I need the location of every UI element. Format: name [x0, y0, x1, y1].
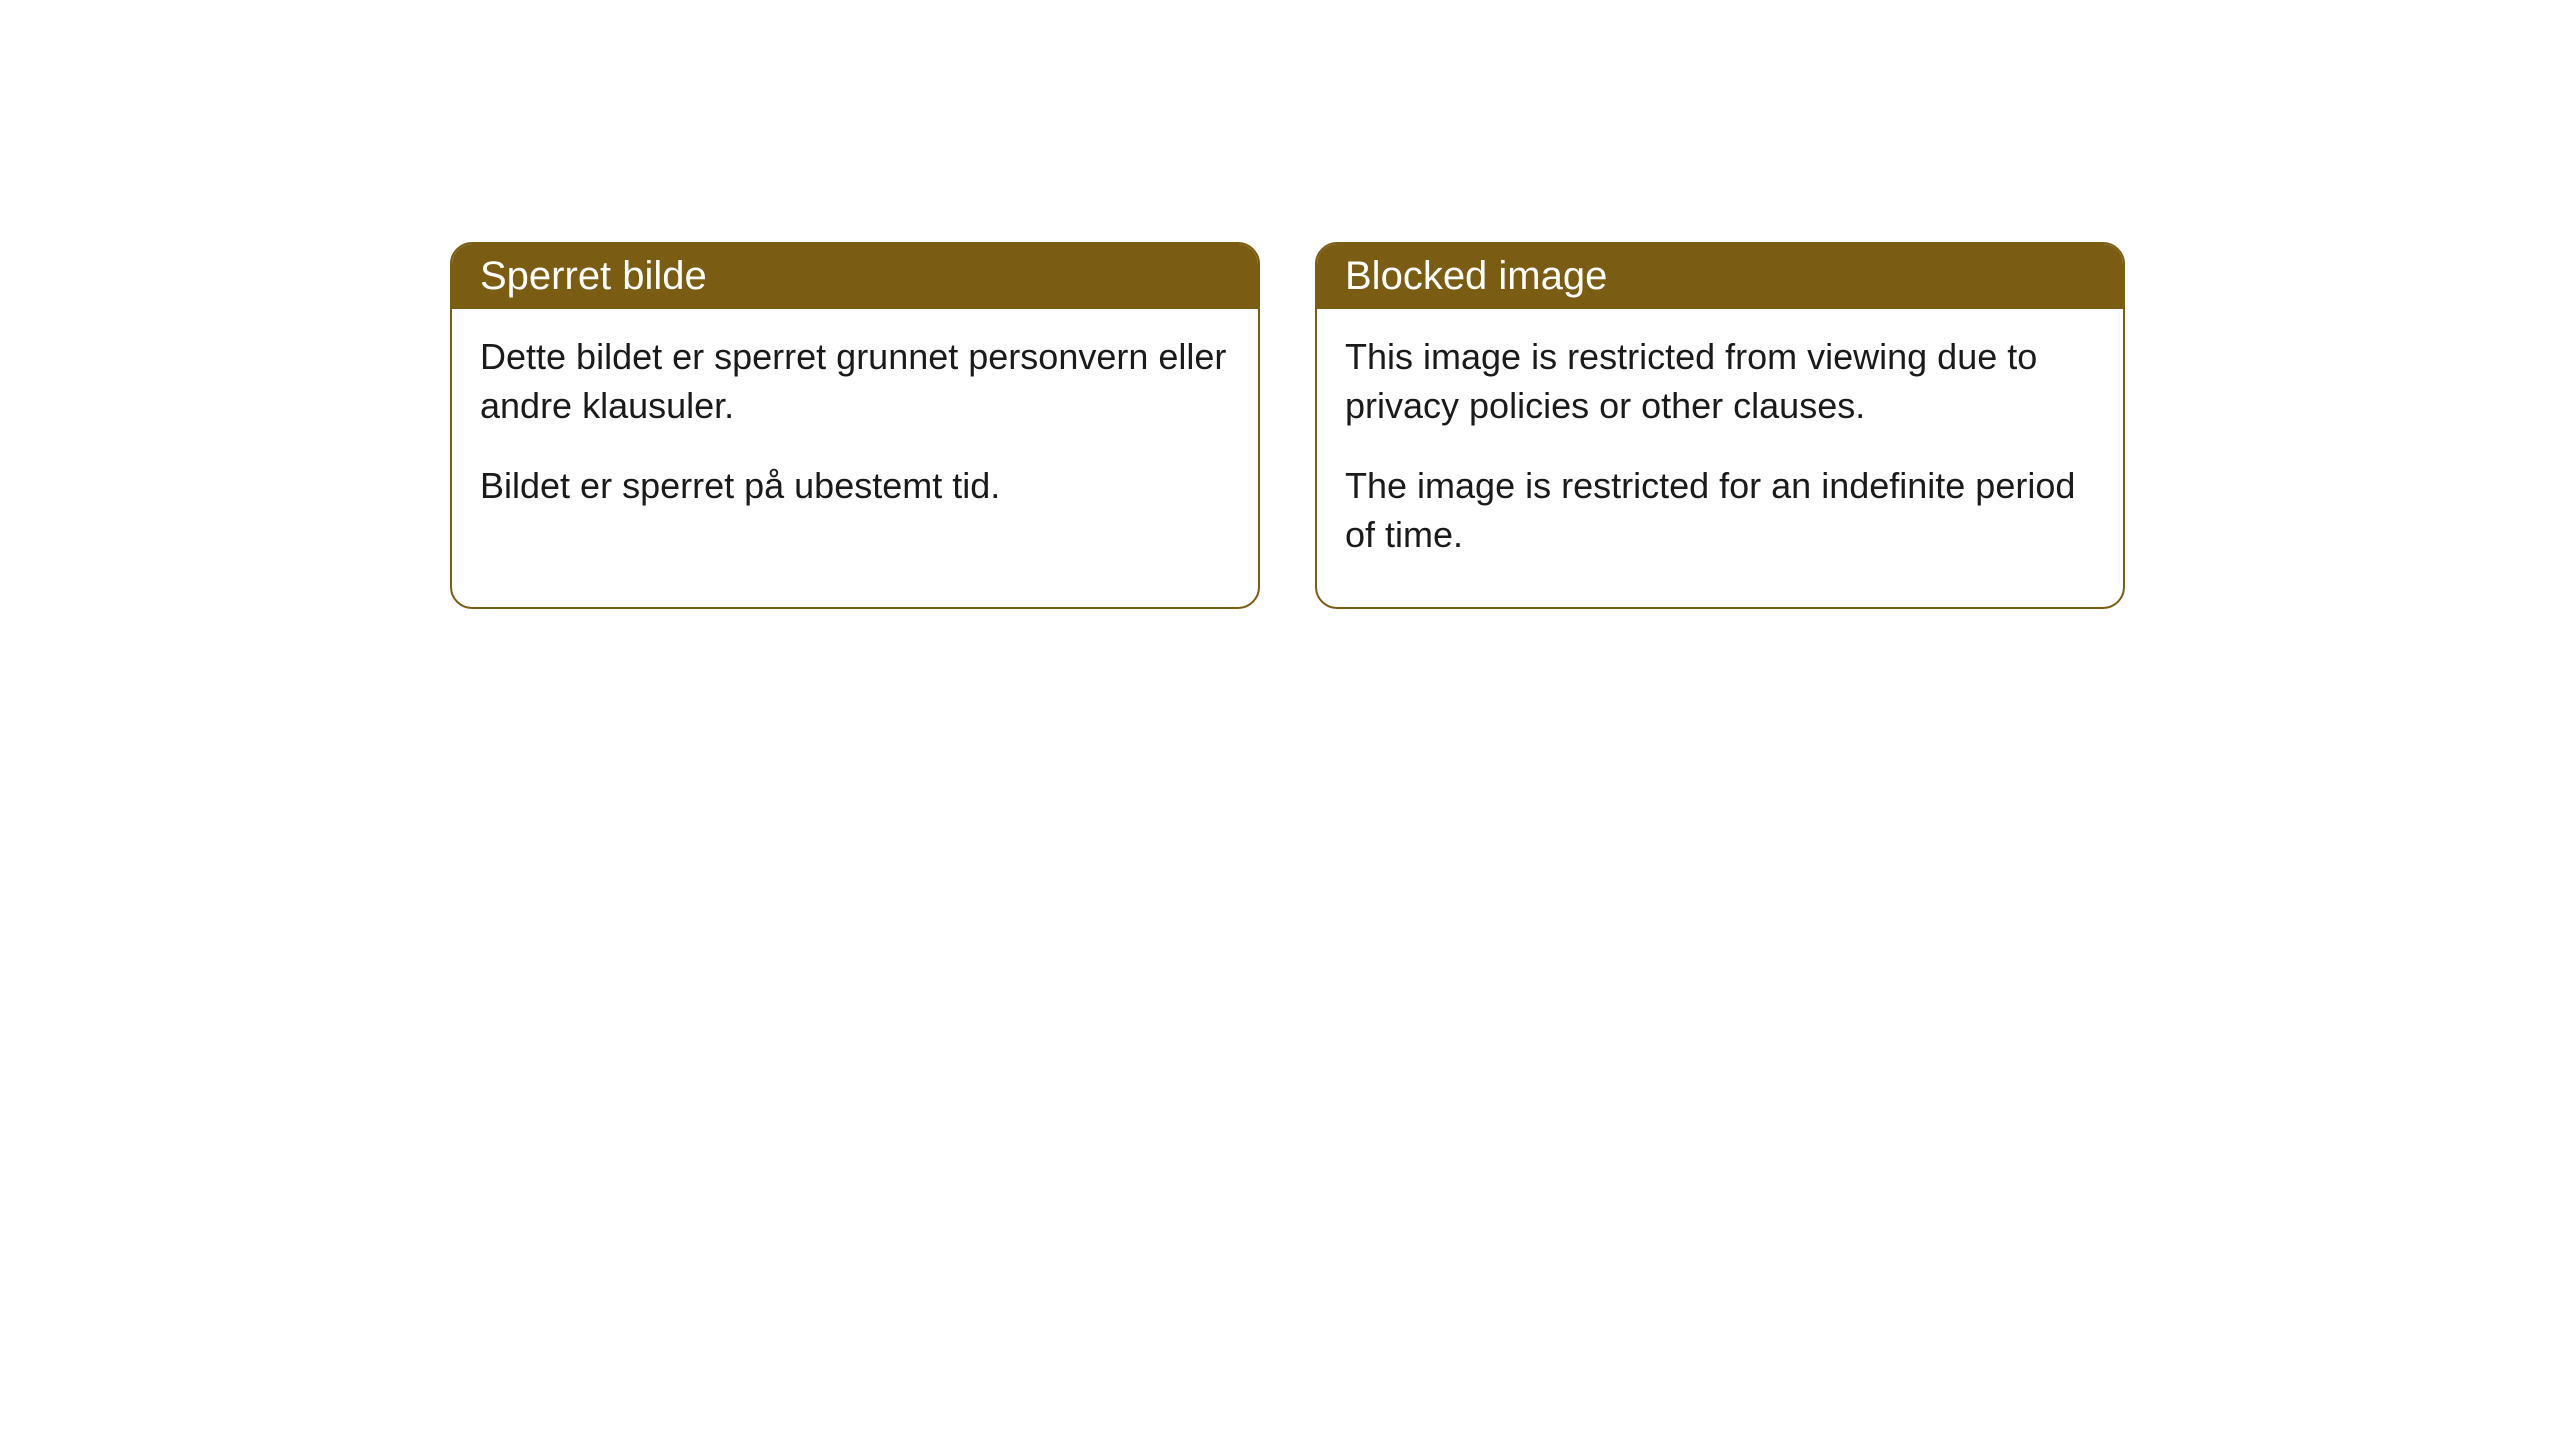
- card-title: Blocked image: [1345, 254, 1607, 298]
- notice-cards-container: Sperret bilde Dette bildet er sperret gr…: [450, 242, 2125, 609]
- card-paragraph: The image is restricted for an indefinit…: [1345, 462, 2095, 559]
- card-header: Blocked image: [1317, 244, 2123, 309]
- notice-card-norwegian: Sperret bilde Dette bildet er sperret gr…: [450, 242, 1260, 609]
- card-paragraph: Bildet er sperret på ubestemt tid.: [480, 462, 1230, 511]
- card-header: Sperret bilde: [452, 244, 1258, 309]
- card-paragraph: This image is restricted from viewing du…: [1345, 333, 2095, 430]
- card-body: Dette bildet er sperret grunnet personve…: [452, 309, 1258, 559]
- notice-card-english: Blocked image This image is restricted f…: [1315, 242, 2125, 609]
- card-paragraph: Dette bildet er sperret grunnet personve…: [480, 333, 1230, 430]
- card-body: This image is restricted from viewing du…: [1317, 309, 2123, 607]
- card-title: Sperret bilde: [480, 254, 707, 298]
